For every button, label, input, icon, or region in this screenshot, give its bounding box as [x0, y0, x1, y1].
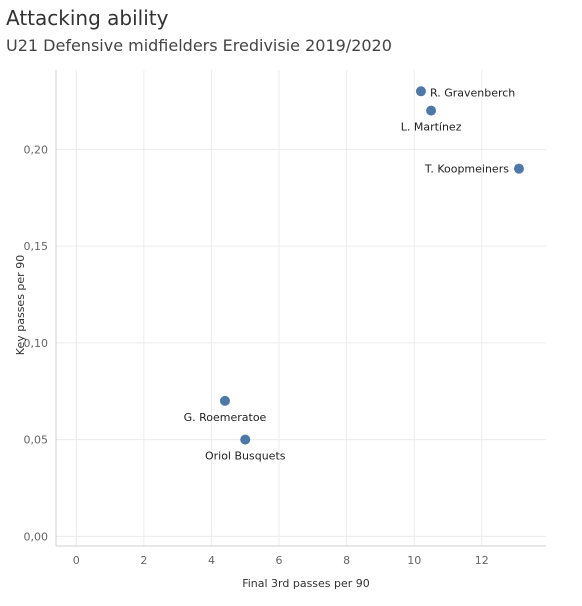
- data-point[interactable]: [426, 105, 437, 116]
- x-tick-label: 6: [276, 554, 283, 567]
- x-tick-label: 12: [475, 554, 489, 567]
- x-tick-label: 0: [73, 554, 80, 567]
- grid-lines: [56, 70, 546, 546]
- y-tick-label: 0,20: [24, 143, 49, 156]
- data-point-label: Oriol Busquets: [205, 450, 286, 463]
- data-points: R. Gravenberch L. Martínez T. Koopmeiners G…: [184, 86, 524, 463]
- data-point[interactable]: [219, 395, 230, 406]
- data-point-label: G. Roemeratoe: [184, 411, 267, 424]
- x-tick-label: 10: [407, 554, 421, 567]
- x-axis-label: Final 3rd passes per 90: [242, 577, 370, 590]
- y-tick-label: 0,10: [24, 337, 49, 350]
- y-tick-label: 0,15: [24, 240, 49, 253]
- x-tick-label: 4: [208, 554, 215, 567]
- data-point[interactable]: [415, 86, 426, 97]
- x-tick-labels: 0 2 4 6 8 10 12: [73, 554, 489, 567]
- chart-title: Attacking ability: [6, 6, 169, 30]
- data-point-label: T. Koopmeiners: [424, 163, 509, 176]
- data-point[interactable]: [513, 163, 524, 174]
- x-tick-label: 2: [140, 554, 147, 567]
- y-tick-label: 0,00: [24, 530, 49, 543]
- x-tick-label: 8: [343, 554, 350, 567]
- data-point-label: L. Martínez: [401, 121, 462, 134]
- data-point[interactable]: [240, 434, 251, 445]
- y-tick-labels: 0,00 0,05 0,10 0,15 0,20: [24, 143, 49, 543]
- y-tick-label: 0,05: [24, 434, 49, 447]
- data-point-label: R. Gravenberch: [430, 86, 515, 99]
- chart-subtitle: U21 Defensive midfielders Eredivisie 201…: [6, 36, 392, 55]
- y-axis-label: Key passes per 90: [14, 255, 27, 355]
